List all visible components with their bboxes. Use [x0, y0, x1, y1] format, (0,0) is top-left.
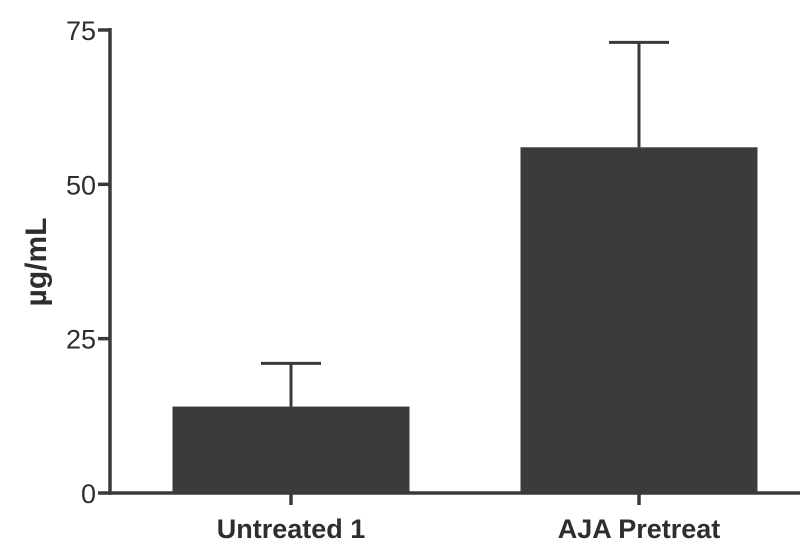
x-category-label: AJA Pretreat: [558, 514, 721, 544]
axes-layer: [108, 28, 800, 495]
bars-layer: [172, 147, 758, 493]
x-category-label: Untreated 1: [217, 514, 366, 544]
y-tick-label: 75: [66, 16, 96, 46]
y-tick-label: 50: [66, 170, 96, 200]
bar: [520, 147, 758, 493]
y-ticks-layer: 0 25 50 75: [66, 16, 110, 509]
bar: [172, 406, 410, 493]
y-axis-label: µg/mL: [20, 218, 53, 307]
x-labels-layer: Untreated 1 AJA Pretreat: [217, 493, 721, 544]
y-tick-label: 0: [81, 479, 96, 509]
y-tick-label: 25: [66, 325, 96, 355]
error-bars-layer: [261, 40, 669, 407]
